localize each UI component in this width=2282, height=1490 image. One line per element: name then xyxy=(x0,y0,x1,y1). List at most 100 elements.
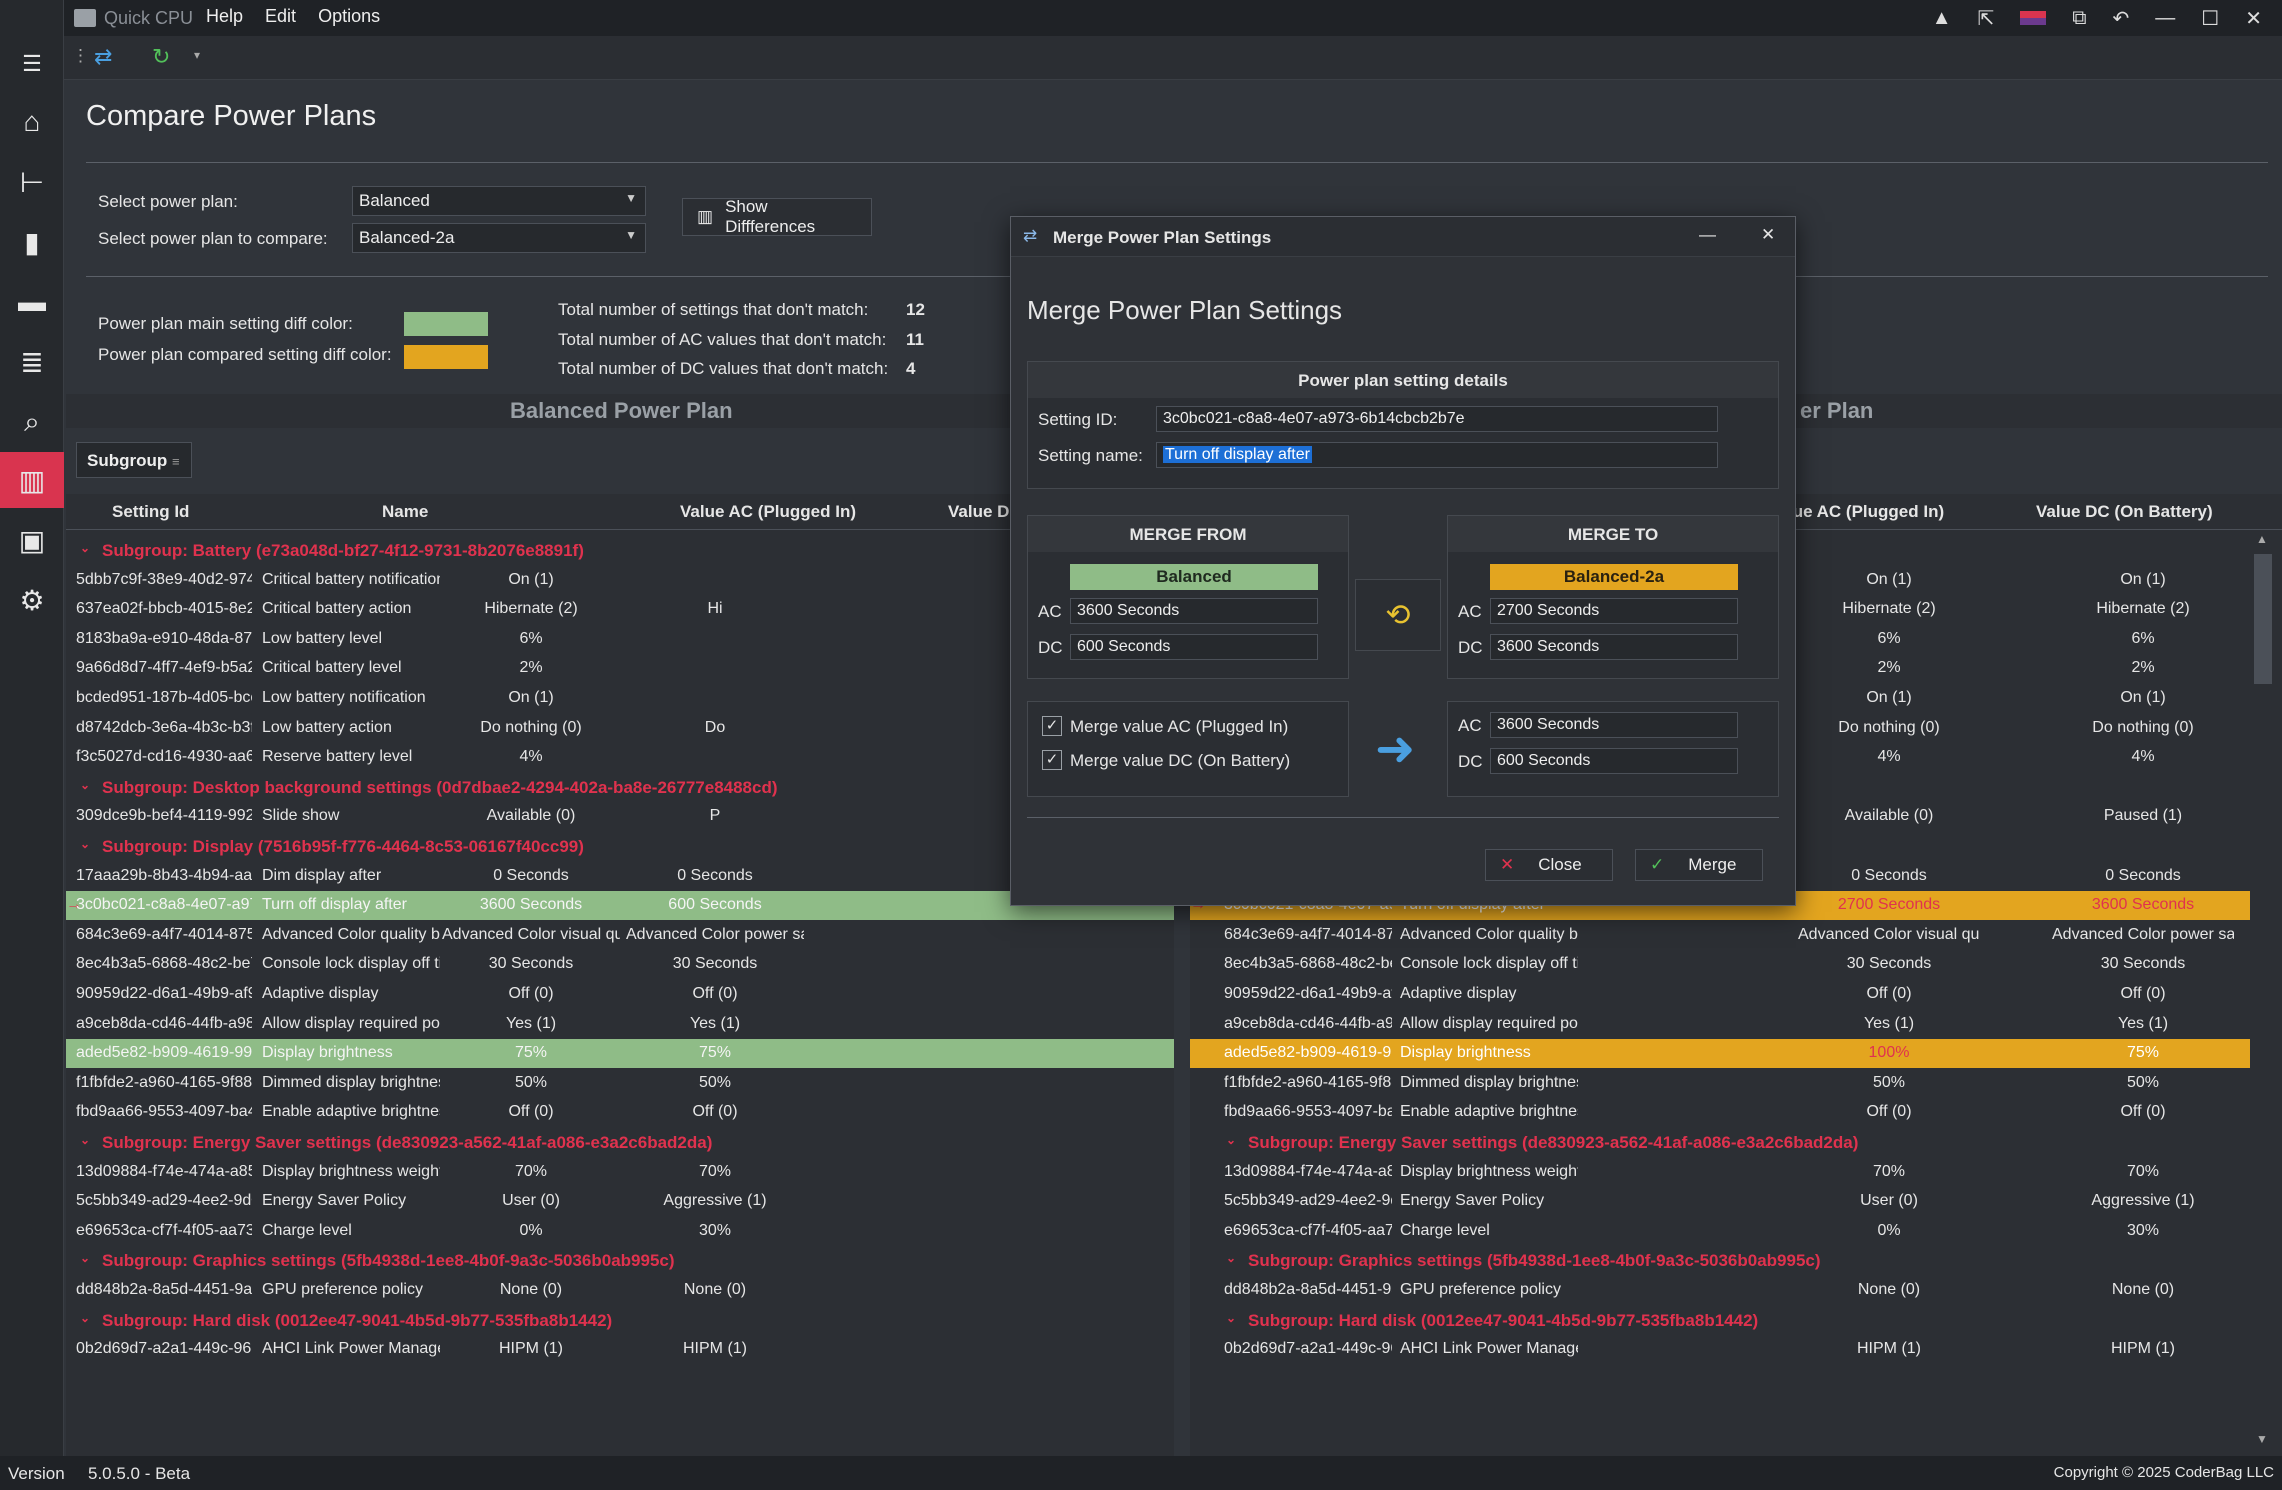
table-row[interactable]: Do nothing (0) Do nothing (0) xyxy=(1190,714,2250,743)
table-row[interactable]: fbd9aa66-9553-4097-ba44-ed6... Enable ada… xyxy=(1190,1098,2250,1127)
table-row[interactable]: 8ec4b3a5-6868-48c2-be75-4f304... Console … xyxy=(66,950,1174,979)
table-row[interactable]: 4% 4% xyxy=(1190,743,2250,772)
select-plan-combo[interactable]: Balanced ▼ xyxy=(352,186,646,216)
subgroup-row[interactable]: ⌄ Subgroup: Graphics settings (5fb4938d-1… xyxy=(1190,1246,2250,1275)
dialog-minimize-icon[interactable]: — xyxy=(1699,225,1716,244)
result-ac-field[interactable]: 3600 Seconds xyxy=(1490,712,1738,738)
column-value-dc[interactable]: Value D xyxy=(948,502,1010,521)
menu-edit[interactable]: Edit xyxy=(265,6,297,26)
table-row[interactable]: e69653ca-cf7f-4f05-aa73-cb833... Charge l… xyxy=(1190,1217,2250,1246)
table-row[interactable]: f1fbfde2-a960-4165-9f88-5066... Dimmed di… xyxy=(1190,1069,2250,1098)
list-settings-icon[interactable]: ≣ xyxy=(20,346,44,378)
chart-icon[interactable]: ▮ xyxy=(24,226,40,258)
table-row[interactable]: 684c3e69-a4f7-4014-8754-d45... Advanced C… xyxy=(1190,921,2250,950)
column-value-dc[interactable]: Value DC (On Battery) xyxy=(2036,502,2213,521)
subgroup-row[interactable]: ⌄ Subgroup: Energy Saver settings (de8309… xyxy=(1190,1128,2250,1157)
table-row[interactable]: f1fbfde2-a960-4165-9f88-50667... Dimmed d… xyxy=(66,1069,1174,1098)
to-ac-field[interactable]: 2700 Seconds xyxy=(1490,598,1738,624)
table-row[interactable]: 637ea02f-bbcb-4015-8e2c-a1c7b... Critical… xyxy=(66,595,1174,624)
merge-ac-checkbox[interactable]: ✓ xyxy=(1042,716,1062,736)
table-row[interactable]: e69653ca-cf7f-4f05-aa73-cb833f... Charge … xyxy=(66,1217,1174,1246)
gear-icon[interactable]: ⚙ xyxy=(19,584,45,616)
export-image-icon[interactable]: ⇱ xyxy=(1977,7,1995,30)
layers-icon[interactable]: ▬ xyxy=(18,286,46,317)
table-row[interactable]: 5dbb7c9f-38e9-40d2-9749-4f8a0... Critical… xyxy=(66,566,1174,595)
scroll-up-icon[interactable]: ▲ xyxy=(2256,532,2268,546)
monitor-icon[interactable]: ▣ xyxy=(18,524,46,556)
subgroup-row[interactable]: ⌄ Subgroup: Hard disk (0012ee47-9041-4b5d… xyxy=(66,1306,1174,1335)
merge-dc-checkbox[interactable]: ✓ xyxy=(1042,750,1062,770)
subgroup-row[interactable]: ⌄ Subgroup: Energy Saver settings (de8309… xyxy=(66,1128,1174,1157)
show-differences-button[interactable]: ▥ Show Diffferences xyxy=(682,197,872,236)
subgroup-row[interactable]: ⌄ Subgroup: Graphics settings (5fb4938d-1… xyxy=(66,1246,1174,1275)
table-row[interactable]: 5c5bb349-ad29-4ee2-9d0b-2b25... Energy Sa… xyxy=(66,1187,1174,1216)
table-row[interactable]: 90959d22-d6a1-49b9-af93-bce... Adaptive d… xyxy=(1190,980,2250,1009)
maximize-icon[interactable]: ☐ xyxy=(2201,7,2220,30)
table-row[interactable]: dd848b2a-8a5d-4451-9ae2-39c... GPU prefer… xyxy=(1190,1276,2250,1305)
table-row[interactable]: aded5e82-b909-4619-9949-f5d7... Display b… xyxy=(66,1039,1174,1069)
search-document-icon[interactable]: ⌕ xyxy=(24,405,40,437)
table-row[interactable]: 309dce9b-bef4-4119-9921-a851f... Slide sh… xyxy=(66,802,1174,831)
setting-id-field[interactable]: 3c0bc021-c8a8-4e07-a973-6b14cbcb2b7e xyxy=(1156,406,1718,432)
column-setting-id[interactable]: Setting Id xyxy=(112,502,190,521)
table-row[interactable]: Hibernate (2) Hibernate (2) xyxy=(1190,595,2250,624)
column-value-ac[interactable]: Value AC (Plugged In) xyxy=(680,502,856,521)
table-row[interactable]: 9a66d8d7-4ff7-4ef9-b5a2-5a326... Critical… xyxy=(66,654,1174,683)
table-row[interactable]: 13d09884-f74e-474a-a852-b6b... Display br… xyxy=(1190,1158,2250,1187)
from-dc-field[interactable]: 600 Seconds xyxy=(1070,634,1318,660)
table-row[interactable]: a9ceb8da-cd46-44fb-a98b-02af6... Allow di… xyxy=(66,1010,1174,1039)
subgroup-row[interactable]: ⌄ Subgroup: Display (7516b95f-f776-4464-8… xyxy=(66,832,1174,861)
subgroup-row[interactable]: ⌄ Subgroup: Hard disk (0012ee47-9041-4b5d… xyxy=(1190,1306,2250,1335)
table-row[interactable]: dd848b2a-8a5d-4451-9ae2-39cd... GPU prefe… xyxy=(66,1276,1174,1305)
subgroup-sort-button[interactable]: Subgroup ≡ xyxy=(76,442,192,478)
chevron-down-icon[interactable]: ▾ xyxy=(194,48,201,62)
merge-button[interactable]: ✓ Merge xyxy=(1635,849,1763,881)
screenshot-icon[interactable]: ⧉ xyxy=(2072,6,2087,29)
menu-options[interactable]: Options xyxy=(318,6,381,26)
select-compare-combo[interactable]: Balanced-2a ▼ xyxy=(352,223,646,253)
setting-name-field[interactable]: Turn off display after xyxy=(1156,442,1718,468)
table-row[interactable]: On (1) On (1) xyxy=(1190,684,2250,713)
menu-icon[interactable]: ☰ xyxy=(22,51,42,76)
compare-icon[interactable]: ▥ xyxy=(0,452,64,508)
result-dc-field[interactable]: 600 Seconds xyxy=(1490,748,1738,774)
refresh-icon[interactable]: ↻ xyxy=(152,44,171,69)
subgroup-row[interactable]: ⌄ Subgroup: Desktop background settings (… xyxy=(66,773,1174,802)
column-value-ac[interactable]: lue AC (Plugged In) xyxy=(1788,502,1945,521)
flag-icon[interactable] xyxy=(2020,11,2047,25)
swap-plans-button[interactable]: ⟲ xyxy=(1355,579,1441,651)
menu-help[interactable]: Help xyxy=(206,6,244,26)
table-row[interactable]: 0b2d69d7-a2a1-449c-9680-f91c7... AHCI Lin… xyxy=(66,1335,1174,1364)
table-row[interactable]: 90959d22-d6a1-49b9-af93-bce8... Adaptive … xyxy=(66,980,1174,1009)
table-row[interactable]: a9ceb8da-cd46-44fb-a98b-02af... Allow dis… xyxy=(1190,1010,2250,1039)
table-row[interactable]: 6% 6% xyxy=(1190,625,2250,654)
main-diff-swatch[interactable] xyxy=(404,312,488,336)
tree-icon[interactable]: ⊢ xyxy=(19,166,45,198)
table-row[interactable]: 5c5bb349-ad29-4ee2-9d0b-2b2... Energy Sav… xyxy=(1190,1187,2250,1216)
vertical-scrollbar-thumb[interactable] xyxy=(2254,554,2272,684)
table-row[interactable]: On (1) On (1) xyxy=(1190,566,2250,595)
close-window-icon[interactable]: ✕ xyxy=(2245,7,2262,30)
close-button[interactable]: ✕ Close xyxy=(1485,849,1613,881)
subgroup-row[interactable]: ⌄ Subgroup: Battery (e73a048d-bf27-4f12-9… xyxy=(66,536,1174,565)
undo-icon[interactable]: ↶ xyxy=(2112,7,2130,30)
table-row[interactable]: f3c5027d-cd16-4930-aa6b-90db8... Reserve … xyxy=(66,743,1174,772)
home-icon[interactable]: ⌂ xyxy=(23,106,41,137)
table-row[interactable]: 8183ba9a-e910-48da-8769-14ae... Low batte… xyxy=(66,625,1174,654)
column-name[interactable]: Name xyxy=(382,502,429,521)
compare-diff-swatch[interactable] xyxy=(404,345,488,369)
minimize-icon[interactable]: — xyxy=(2155,6,2176,29)
table-row[interactable]: 684c3e69-a4f7-4014-8754-d451... Advanced … xyxy=(66,921,1174,950)
scroll-down-icon[interactable]: ▼ xyxy=(2256,1432,2268,1446)
table-row[interactable]: 2% 2% xyxy=(1190,654,2250,683)
table-row[interactable]: 8ec4b3a5-6868-48c2-be75-4f30... Console l… xyxy=(1190,950,2250,979)
table-row[interactable]: 13d09884-f74e-474a-a852-b6bd... Display b… xyxy=(66,1158,1174,1187)
swap-icon[interactable]: ⇄ xyxy=(94,44,113,69)
table-row[interactable]: Available (0) Paused (1) xyxy=(1190,802,2250,831)
table-row[interactable]: →3c0bc021-c8a8-4e07-a973-6b14c... Turn of… xyxy=(66,891,1174,921)
from-ac-field[interactable]: 3600 Seconds xyxy=(1070,598,1318,624)
dialog-close-icon[interactable]: ✕ xyxy=(1761,225,1776,244)
table-row[interactable]: d8742dcb-3e6a-4b3c-b3fe-37462... Low batt… xyxy=(66,714,1174,743)
table-row[interactable]: fbd9aa66-9553-4097-ba44-ed6e... Enable ad… xyxy=(66,1098,1174,1127)
table-row[interactable]: aded5e82-b909-4619-9949-f5d... Display br… xyxy=(1190,1039,2250,1069)
